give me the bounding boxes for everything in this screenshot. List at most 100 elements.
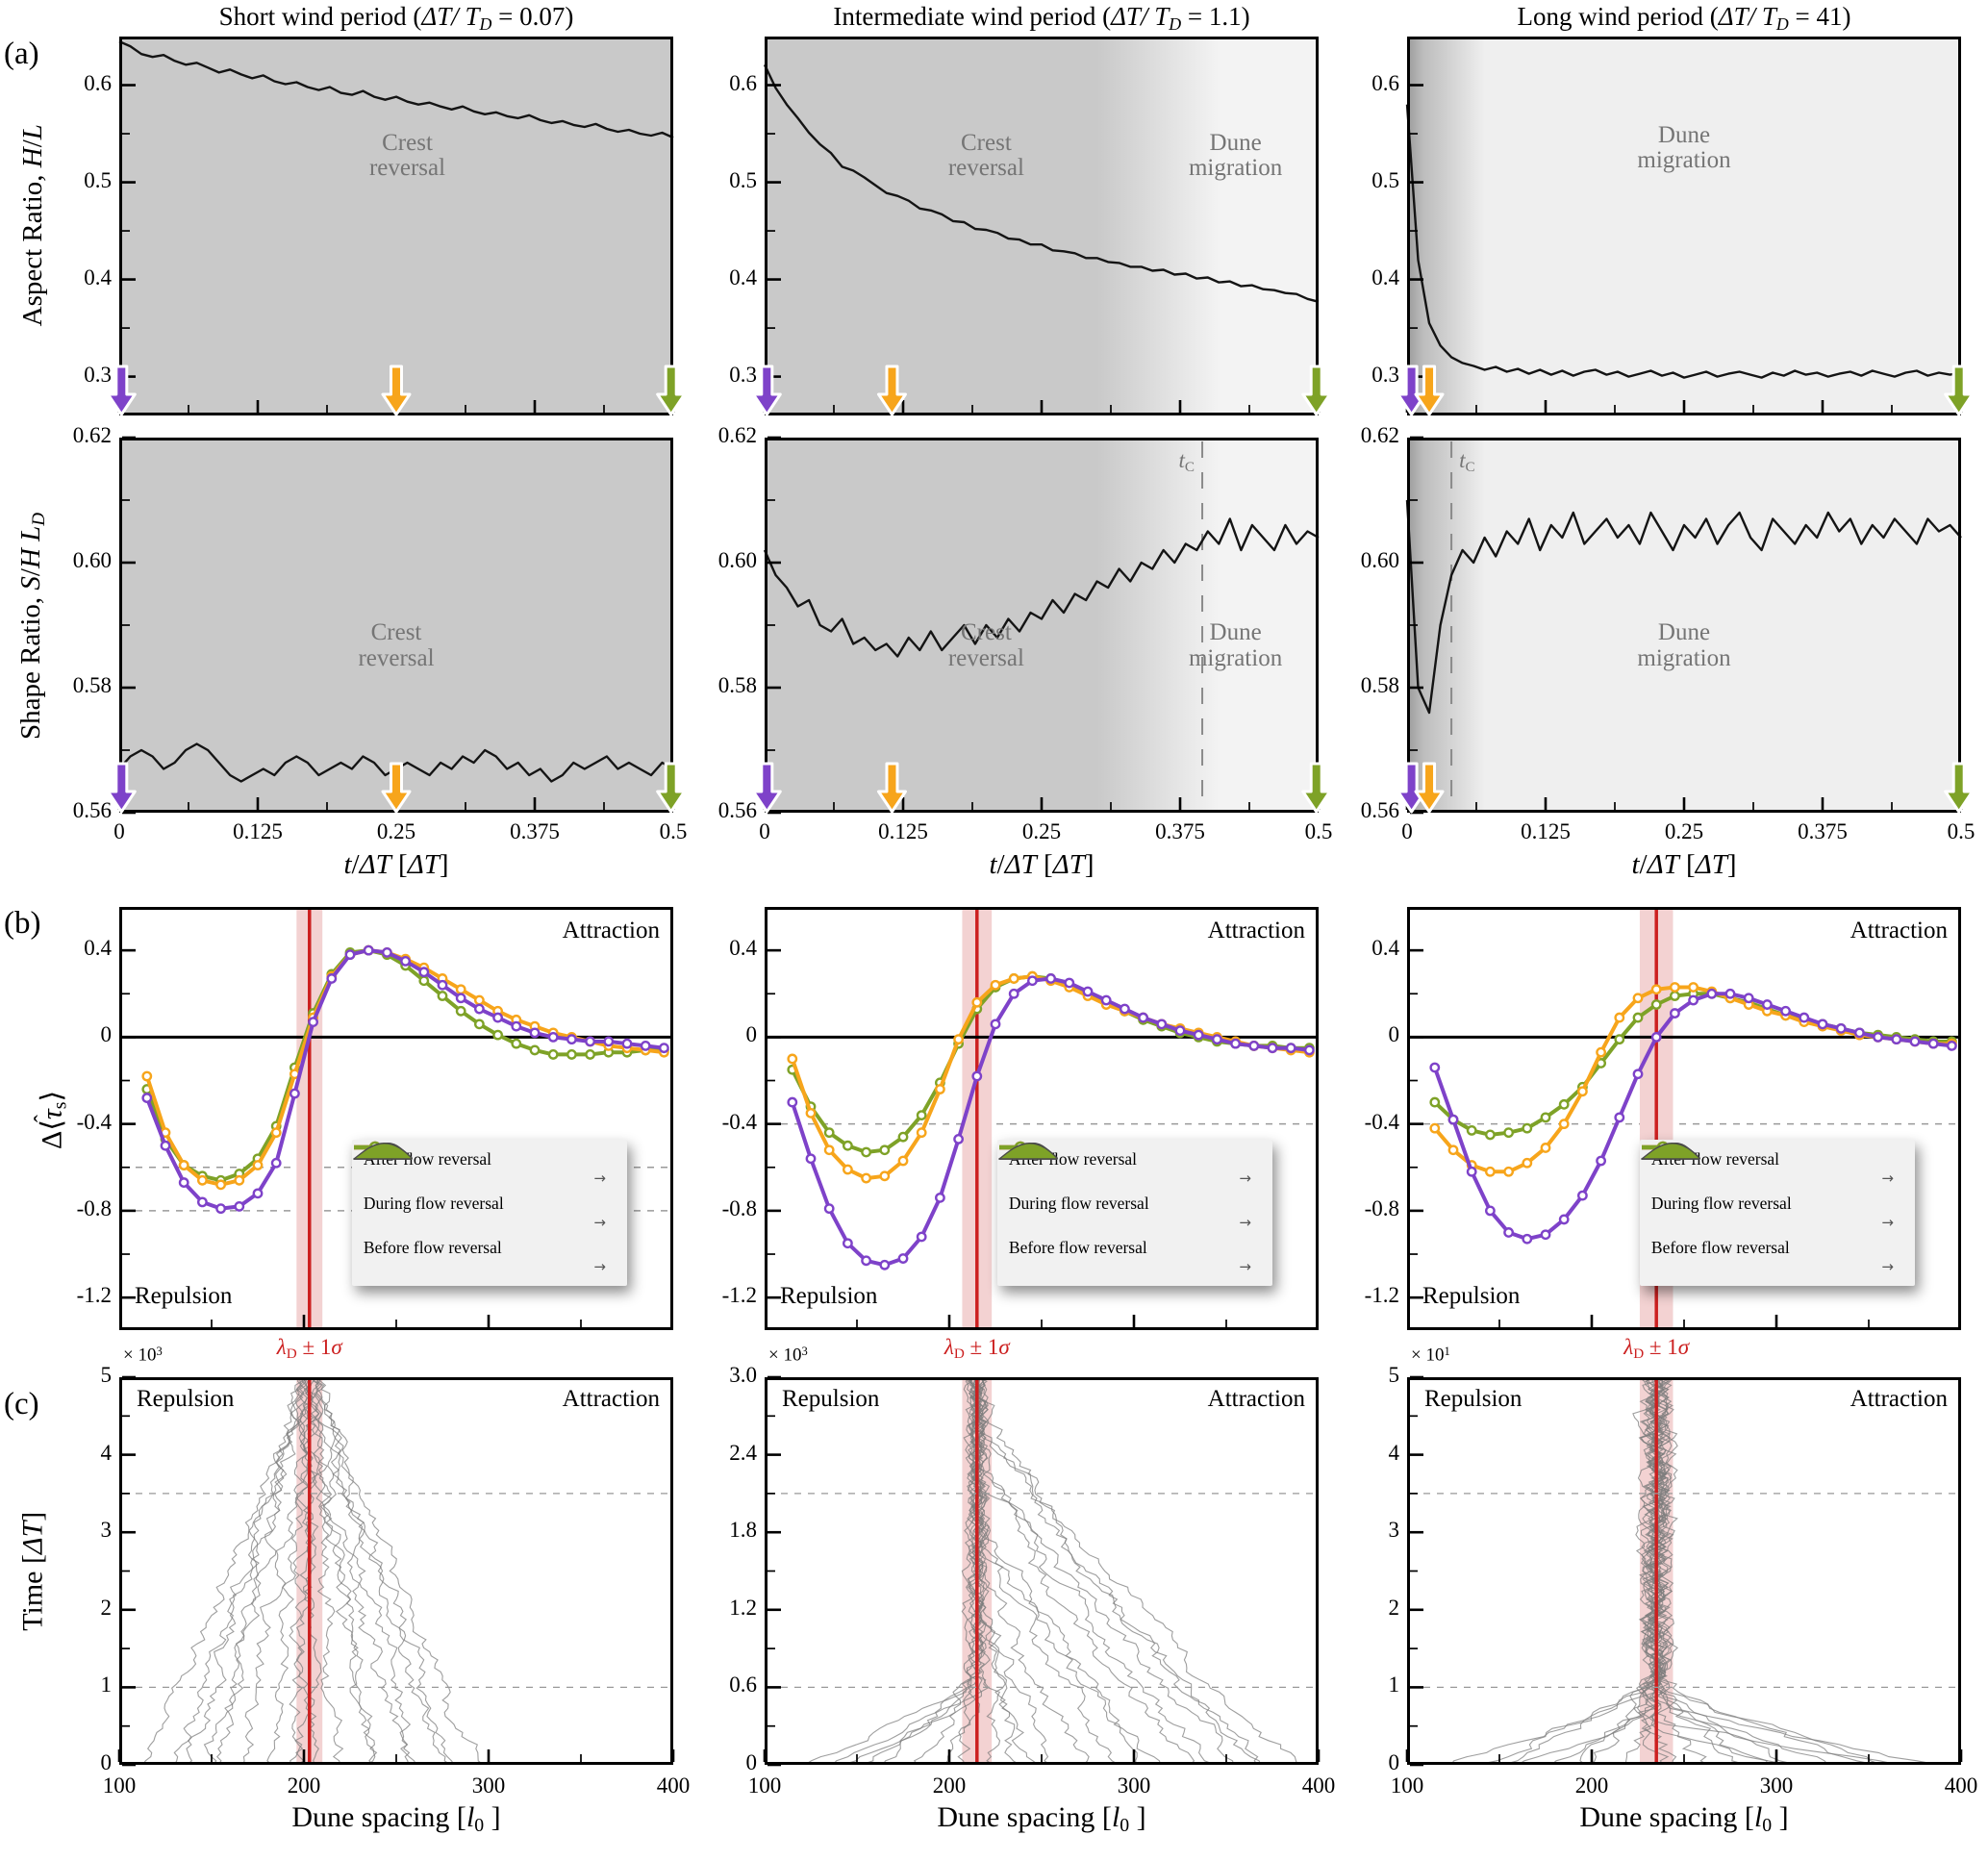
axis-frame [1407, 907, 1961, 1330]
y-axis-label-shape: Shape Ratio, S/H LD [15, 434, 49, 818]
series-marker [659, 1043, 669, 1054]
x-axis-label-time: t/ΔT [ΔT] [897, 850, 1186, 879]
series-marker [1267, 1043, 1278, 1054]
legend-item-profile-row: → [353, 1143, 616, 1275]
series-marker [418, 975, 430, 987]
xtick-spacing: 400 [1301, 1773, 1336, 1798]
ytick-aspect: 0.3 [1371, 362, 1399, 387]
series-marker [1577, 1190, 1588, 1201]
data-curve [763, 517, 1320, 658]
panel-label-c: (c) [4, 1387, 39, 1421]
snapshot-arrow-icon [1301, 762, 1332, 814]
series-marker [916, 1127, 927, 1139]
data-curve [118, 39, 674, 139]
aspect-ratio-panel-short [106, 37, 687, 416]
legend-item-label: Before flow reversal [1650, 1238, 1790, 1257]
series-marker [1650, 984, 1662, 995]
series-marker [529, 1027, 541, 1039]
series-marker [1706, 988, 1718, 999]
ytick-time: 1.8 [729, 1518, 757, 1543]
lambda-sigma-label-part: σ [1677, 1335, 1690, 1359]
region-label: Dune migration [1111, 130, 1361, 182]
y-axis-label-time-part: ΔT [16, 1521, 49, 1554]
legend-item: During flow reversal [1641, 1141, 1903, 1214]
x-axis-label-spacing-part: ] [1129, 1801, 1146, 1833]
y-scale-label-part: 3 [801, 1345, 808, 1358]
ytick-aspect: 0.4 [1371, 264, 1399, 289]
spacing-panel-short [117, 1375, 675, 1767]
series-marker [585, 1049, 595, 1060]
series-marker [843, 1164, 853, 1175]
region-label: Dune migration [1559, 122, 1809, 174]
panel-background [765, 1377, 1319, 1765]
panel-background [119, 37, 673, 415]
legend-item-label: During flow reversal [1008, 1194, 1149, 1213]
repulsion-label-c: Repulsion [782, 1386, 880, 1412]
series-marker [455, 1005, 466, 1017]
series-marker [1230, 1038, 1242, 1049]
dune-pair-trajectory [216, 1379, 304, 1763]
x-axis-label-spacing-part: 0 [1120, 1814, 1130, 1836]
xtick-spacing: 200 [932, 1773, 967, 1798]
column-title-short: Short wind period (ΔT/ TD = 0.07) [119, 2, 673, 35]
series-marker [1027, 975, 1038, 987]
series-marker [1193, 1029, 1204, 1041]
ytick-shear: 0.4 [729, 936, 757, 961]
series-marker [971, 996, 983, 1008]
snapshot-arrow-icon [1414, 365, 1445, 416]
column-title-long: Long wind period (ΔT/ TD = 41) [1407, 2, 1961, 35]
x-axis-label-time-part: [ [390, 849, 408, 880]
series-marker [1522, 1233, 1533, 1245]
spacing-panel-long [1405, 1375, 1963, 1767]
series-marker [1632, 1012, 1644, 1023]
xtick-time-frac: 0.375 [510, 819, 560, 843]
series-marker [1632, 1069, 1644, 1080]
series-marker [326, 973, 338, 984]
series-marker [1909, 1036, 1921, 1047]
axis-frame [1407, 37, 1961, 415]
ytick-shape: 0.62 [72, 423, 112, 447]
axis-frame [765, 438, 1319, 813]
xtick-time-frac: 0.25 [1021, 819, 1062, 843]
series-marker [308, 1017, 318, 1027]
attraction-label-c: Attraction [1207, 1386, 1305, 1412]
trajectory-group [143, 1379, 482, 1763]
y-scale-label-part: × 10 [123, 1345, 157, 1366]
series-marker [1614, 1112, 1625, 1123]
xtick-time-frac: 0 [759, 819, 770, 843]
axis-frame [765, 907, 1319, 1330]
ytick-shape: 0.60 [1360, 548, 1399, 572]
flow-direction-arrow-icon: → [1881, 1214, 1894, 1231]
ytick-time: 4 [1388, 1440, 1400, 1465]
x-axis-label-spacing-part: l [466, 1801, 475, 1833]
lambda-sigma-label-part: λ [276, 1335, 287, 1359]
snapshot-arrow-icon [751, 762, 782, 814]
ytick-shear: 0.4 [1371, 936, 1399, 961]
series-marker [805, 1153, 817, 1165]
panel-background [119, 438, 673, 813]
lambda-sigma-label-part: D [1633, 1345, 1645, 1362]
ytick-shear: -0.4 [721, 1109, 757, 1134]
series-marker [178, 1160, 189, 1170]
title-math: ΔT/ T [421, 2, 480, 31]
series-marker [1447, 1114, 1459, 1125]
tc-label-part: t [1459, 448, 1466, 472]
x-axis-label-spacing-part: Dune spacing [ [1579, 1801, 1754, 1833]
series-marker [1688, 982, 1699, 993]
ytick-time: 3 [100, 1518, 113, 1543]
shape-ratio-panel-short [106, 436, 687, 815]
xtick-spacing: 100 [102, 1773, 137, 1798]
series-marker [1835, 1022, 1847, 1034]
snapshot-arrow-icon [656, 365, 687, 416]
series-marker [916, 1110, 927, 1121]
panel-label-b: (b) [4, 906, 41, 941]
title-text: Short wind period ( [218, 2, 422, 31]
series-marker [270, 1157, 282, 1169]
dune-pair-trajectory [303, 1379, 411, 1763]
series-marker [289, 1088, 300, 1099]
legend-item-profile-row: → [1641, 1143, 1903, 1275]
y-scale-label: × 103 [123, 1345, 163, 1365]
series-marker [1540, 1229, 1551, 1241]
title-subscript: D [1775, 14, 1789, 35]
xtick-time-frac: 0 [1401, 819, 1413, 843]
